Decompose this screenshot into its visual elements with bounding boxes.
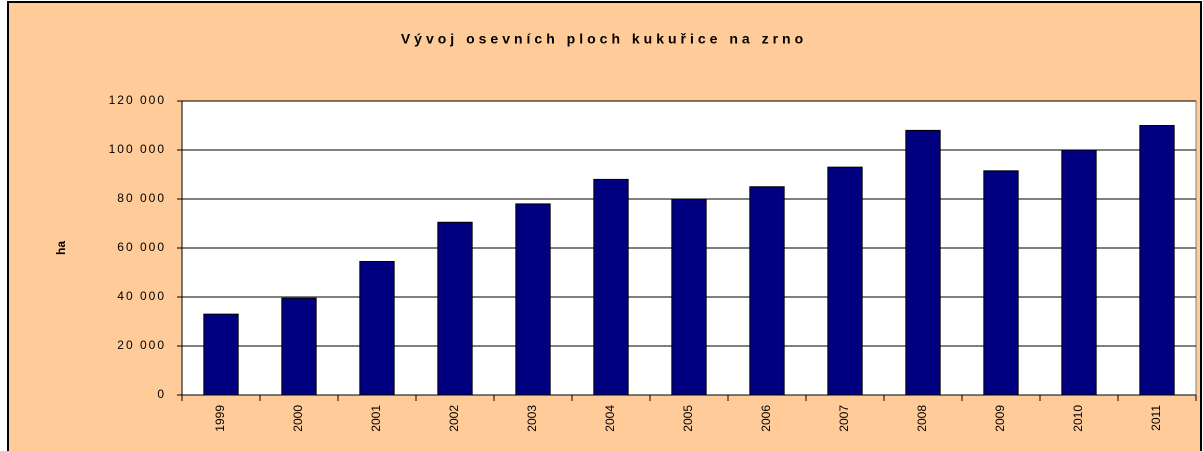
- x-tick-label: 2010: [1071, 405, 1085, 432]
- y-tick-label: 100 000: [109, 142, 166, 156]
- bar: [905, 129, 941, 396]
- x-tick-label: 2001: [369, 405, 383, 432]
- x-tick-label: 2009: [993, 405, 1007, 432]
- x-tick-label: 2008: [915, 405, 929, 432]
- y-tick-label: 0: [157, 387, 166, 401]
- x-tick-label: 2006: [759, 405, 773, 432]
- bar: [593, 178, 629, 396]
- x-tick-label: 2005: [681, 405, 695, 432]
- y-tick-label: 80 000: [117, 191, 166, 205]
- bar: [827, 166, 863, 396]
- y-axis-label: ha: [54, 241, 68, 255]
- bar: [1061, 149, 1097, 396]
- x-tick-label: 2011: [1149, 405, 1163, 431]
- bar: [437, 221, 473, 396]
- bar: [359, 260, 395, 396]
- bar: [983, 170, 1019, 396]
- chart-title: Vývoj osevních ploch kukuřice na zrno: [401, 31, 807, 47]
- bar: [203, 313, 239, 396]
- x-tick-label: 2002: [447, 405, 461, 432]
- bar: [671, 198, 707, 396]
- bar: [749, 186, 785, 396]
- bar: [515, 203, 551, 396]
- y-tick-label: 40 000: [117, 289, 166, 303]
- x-tick-label: 2003: [525, 405, 539, 432]
- bar: [281, 297, 317, 396]
- bar: [1139, 125, 1175, 396]
- x-tick-label: 2000: [291, 405, 305, 432]
- x-tick-label: 2007: [837, 405, 851, 432]
- y-tick-label: 60 000: [117, 240, 166, 254]
- x-tick-label: 1999: [213, 405, 227, 432]
- y-tick-label: 20 000: [117, 338, 166, 352]
- x-tick-label: 2004: [603, 405, 617, 432]
- y-tick-label: 120 000: [109, 93, 166, 107]
